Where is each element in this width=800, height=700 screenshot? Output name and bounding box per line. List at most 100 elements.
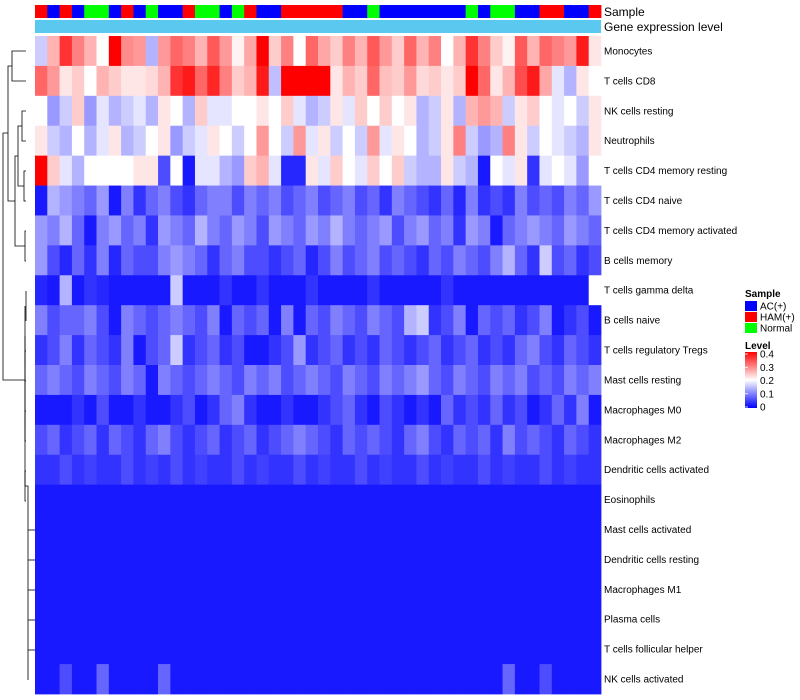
heatmap-cell <box>256 95 270 127</box>
heatmap-cell <box>59 36 73 67</box>
heatmap-cell <box>293 65 307 97</box>
sample-annotation-bar <box>35 5 602 18</box>
heatmap-cell <box>404 424 417 456</box>
heatmap-cell <box>84 335 97 366</box>
heatmap-cell <box>71 185 85 216</box>
heatmap-cell <box>428 36 442 67</box>
heatmap-cell <box>158 454 171 486</box>
row-label: T cells gamma delta <box>604 286 694 297</box>
heatmap-cell <box>96 65 110 97</box>
heatmap-cell <box>35 95 48 127</box>
heatmap-cell <box>527 185 540 216</box>
heatmap-cell <box>465 65 479 97</box>
heatmap-cell <box>194 125 208 157</box>
heatmap-cell <box>490 484 503 515</box>
heatmap-cell <box>219 424 233 456</box>
heatmap-cell <box>527 275 540 306</box>
heatmap-cell <box>441 335 454 366</box>
heatmap-cell <box>170 634 184 665</box>
heatmap-cell <box>441 454 454 486</box>
heatmap-cell <box>576 664 590 695</box>
heatmap-cell <box>59 454 73 486</box>
sample-annotation-cell <box>268 5 282 18</box>
heatmap-cell <box>293 544 307 575</box>
heatmap-cell <box>551 514 565 545</box>
heatmap-cell <box>576 245 590 276</box>
sample-annotation-cell <box>465 5 479 18</box>
heatmap-cell <box>170 215 184 246</box>
heatmap-cell <box>71 394 85 426</box>
heatmap-cell <box>391 365 405 396</box>
heatmap-cell <box>330 245 343 276</box>
heatmap-cell <box>182 36 196 67</box>
heatmap-cell <box>539 484 553 515</box>
heatmap-cell <box>256 484 270 515</box>
heatmap-cell <box>428 245 442 276</box>
heatmap-cell <box>71 36 85 67</box>
heatmap-cell <box>59 365 73 396</box>
heatmap-cell <box>514 544 528 575</box>
heatmap-cell <box>281 514 294 545</box>
heatmap-cell <box>96 454 110 486</box>
heatmap-cell <box>428 125 442 157</box>
heatmap-cell <box>293 514 307 545</box>
heatmap-cell <box>182 95 196 127</box>
heatmap-cell <box>35 454 48 486</box>
heatmap-cell <box>305 95 319 127</box>
heatmap-cell <box>318 664 331 695</box>
heatmap-cell <box>441 394 454 426</box>
heatmap-cell <box>182 454 196 486</box>
heatmap-cell <box>35 65 48 97</box>
heatmap-cell <box>588 245 602 276</box>
heatmap-cell <box>379 664 393 695</box>
heatmap-cell <box>428 155 442 186</box>
heatmap-cell <box>59 185 73 216</box>
heatmap-cell <box>564 95 577 127</box>
heatmap-cell <box>502 155 516 186</box>
heatmap-cell <box>108 215 122 246</box>
heatmap-cell <box>207 394 220 426</box>
heatmap-cell <box>367 365 380 396</box>
heatmap-cell <box>539 275 553 306</box>
heatmap-cell <box>391 544 405 575</box>
heatmap-cell <box>428 185 442 216</box>
heatmap-cell <box>244 365 257 396</box>
heatmap-cell <box>330 424 343 456</box>
heatmap-cell <box>244 215 257 246</box>
heatmap-cell <box>588 125 602 157</box>
heatmap-cell <box>404 185 417 216</box>
heatmap-cell <box>490 125 503 157</box>
heatmap-cell <box>256 155 270 186</box>
heatmap-cell <box>342 604 356 635</box>
heatmap-cell <box>281 574 294 605</box>
heatmap-cell <box>281 215 294 246</box>
heatmap-cell <box>342 305 356 336</box>
heatmap-cell <box>47 305 60 336</box>
row-label: T cells follicular helper <box>604 645 703 656</box>
sample-annotation-cell <box>281 5 294 18</box>
heatmap-cell <box>108 125 122 157</box>
heatmap-cell <box>551 454 565 486</box>
heatmap-cell <box>342 664 356 695</box>
heatmap-cell <box>502 454 516 486</box>
heatmap-cell <box>416 335 430 366</box>
heatmap-cell <box>59 245 73 276</box>
heatmap-cell <box>490 514 503 545</box>
heatmap-cell <box>256 424 270 456</box>
heatmap-cell <box>576 36 590 67</box>
heatmap-cell <box>96 394 110 426</box>
heatmap-cell <box>502 574 516 605</box>
sample-annotation-cell <box>354 5 368 18</box>
heatmap-cell <box>441 574 454 605</box>
heatmap-cell <box>342 634 356 665</box>
heatmap-cell <box>502 275 516 306</box>
heatmap-cell <box>121 275 134 306</box>
heatmap-cell <box>281 185 294 216</box>
heatmap-cell <box>576 604 590 635</box>
heatmap-cell <box>490 245 503 276</box>
heatmap-cell <box>453 185 467 216</box>
heatmap-cell <box>207 424 220 456</box>
heatmap-cell <box>502 36 516 67</box>
heatmap-cell <box>379 424 393 456</box>
